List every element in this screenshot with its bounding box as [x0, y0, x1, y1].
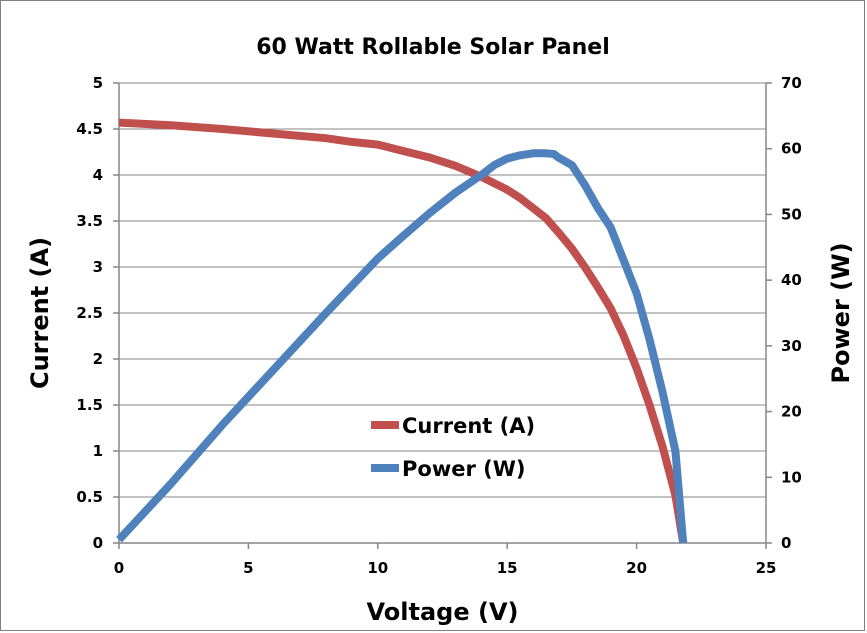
y-tick-label: 1.5 — [76, 396, 103, 414]
y-tick-label: 4.5 — [76, 120, 103, 138]
axes — [113, 82, 772, 549]
y2-tick-label: 40 — [781, 271, 802, 289]
y2-tick-label: 10 — [781, 468, 802, 486]
y-axis-title: Current (A) — [26, 237, 54, 389]
y-tick-label: 3.5 — [76, 212, 103, 230]
x-axis-title: Voltage (V) — [367, 598, 519, 626]
legend: Current (A) Power (W) — [371, 414, 535, 481]
y-tick-label: 0.5 — [76, 488, 103, 506]
series-lines — [116, 118, 688, 544]
y-tick-label: 2.5 — [76, 304, 103, 322]
chart-title: 60 Watt Rollable Solar Panel — [256, 35, 610, 60]
y2-tick-label: 70 — [781, 74, 802, 92]
y2-tick-label: 0 — [781, 534, 791, 552]
y2-tick-label: 30 — [781, 337, 802, 355]
legend-power-label: Power (W) — [402, 457, 526, 481]
y-tick-label: 0 — [93, 534, 103, 552]
y-tick-label: 3 — [93, 258, 103, 276]
gridlines — [119, 82, 766, 498]
y-tick-label: 4 — [93, 166, 103, 184]
y2-axis-title: Power (W) — [827, 242, 855, 383]
power-series-line — [116, 149, 688, 544]
y-tick-label: 5 — [93, 74, 103, 92]
y2-tick-label: 60 — [781, 140, 802, 158]
legend-current-label: Current (A) — [402, 414, 535, 438]
y2-tick-label: 50 — [781, 205, 802, 223]
y-tick-label: 2 — [93, 350, 103, 368]
x-tick-label: 0 — [114, 559, 124, 577]
y2-tick-label: 20 — [781, 403, 802, 421]
x-tick-label: 15 — [497, 559, 518, 577]
tick-labels: 0 5 10 15 20 2500.511.522.533.544.55010203040… — [76, 74, 801, 577]
y-tick-label: 1 — [93, 442, 103, 460]
x-tick-label: 20 — [626, 559, 647, 577]
x-tick-label: 10 — [367, 559, 388, 577]
x-tick-label: 25 — [756, 559, 777, 577]
x-tick-label: 5 — [243, 559, 253, 577]
current-series-line — [118, 118, 688, 544]
